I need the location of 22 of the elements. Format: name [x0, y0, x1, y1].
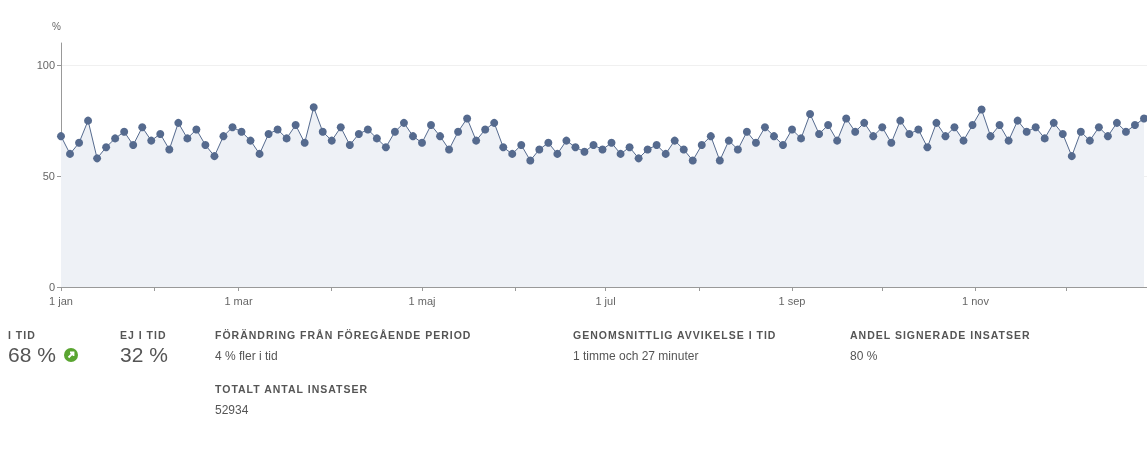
x-tick-label: 1 jul	[595, 294, 616, 307]
y-tick-label: 50	[42, 170, 55, 183]
text: ANDEL SIGNERADE INSATSER	[850, 329, 1031, 341]
text: GENOMSNITTLIG AVVIKELSE I TID	[573, 329, 777, 341]
x-tick-label: 1 sep	[778, 294, 806, 307]
y-tick-label: 100	[36, 59, 55, 72]
text: TOTALT ANTAL INSATSER	[215, 383, 369, 395]
text: EJ I TID	[120, 329, 168, 341]
x-tick-label: 1 maj	[408, 294, 436, 307]
text: 68 %	[8, 343, 56, 367]
text: 1 timme och 27 minuter	[573, 349, 699, 363]
x-tick-label: 1 jan	[49, 294, 73, 307]
text: 4 % fler i tid	[215, 349, 278, 363]
y-tick-label: 0	[48, 281, 55, 293]
text: 32 %	[120, 343, 168, 367]
y-axis-title: %	[52, 20, 62, 32]
text: FÖRÄNDRING FRÅN FÖREGÅENDE PERIOD	[215, 329, 472, 341]
x-tick-label: 1 nov	[962, 294, 990, 307]
text: 80 %	[850, 349, 878, 363]
text: I TID	[8, 329, 37, 341]
x-tick-label: 1 mar	[224, 294, 253, 307]
text: 52934	[215, 403, 249, 417]
